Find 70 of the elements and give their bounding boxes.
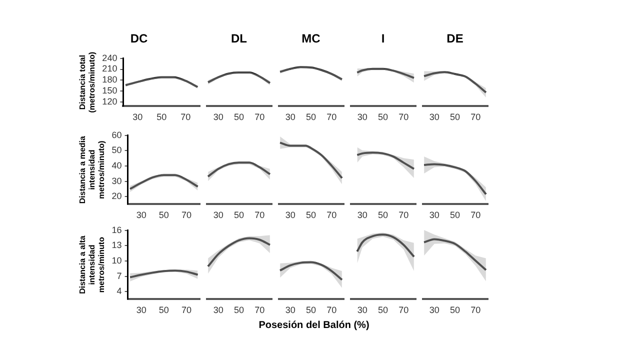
x-tick-label: 50 — [450, 210, 460, 220]
x-tick-label: 50 — [158, 305, 169, 316]
x-tick-label: 70 — [326, 210, 337, 220]
chart-title: I — [381, 32, 385, 46]
x-tick-label: 30 — [285, 305, 296, 316]
y-tick-label: 20 — [112, 191, 122, 202]
x-tick-label: 50 — [306, 305, 316, 316]
y-tick-label: 180 — [102, 74, 118, 85]
y-tick-label: 40 — [112, 160, 122, 170]
x-tick-label: 70 — [326, 305, 337, 316]
y-tick-label: 16 — [112, 224, 122, 235]
x-tick-label: 30 — [429, 112, 440, 122]
x-tick-label: 50 — [450, 112, 460, 122]
x-tick-label: 50 — [450, 305, 460, 316]
y-axis-title: Distancia total (metros/minuto) — [78, 52, 97, 113]
x-tick-label: 70 — [181, 305, 192, 316]
x-tick-label: 30 — [213, 112, 224, 122]
x-tick-label: 30 — [136, 210, 146, 220]
x-tick-label: 50 — [234, 305, 244, 316]
x-tick-label: 70 — [470, 305, 481, 316]
x-tick-label: 70 — [180, 112, 191, 122]
x-tick-label: 70 — [254, 112, 265, 122]
x-axis-title: Posesión del Balón (%) — [258, 320, 370, 331]
y-tick-label: 4 — [116, 286, 122, 296]
x-tick-label: 70 — [254, 305, 265, 316]
x-tick-label: 50 — [158, 210, 169, 220]
y-tick-label: 240 — [102, 52, 118, 63]
x-tick-label: 50 — [306, 112, 316, 122]
chart-title: DL — [231, 32, 247, 46]
x-tick-label: 50 — [378, 305, 388, 316]
y-tick-label: 10 — [112, 255, 122, 266]
x-tick-label: 30 — [213, 210, 224, 220]
x-tick-label: 50 — [378, 210, 388, 220]
x-tick-label: 70 — [326, 112, 337, 122]
y-tick-label: 50 — [112, 145, 122, 156]
x-tick-label: 30 — [357, 112, 368, 122]
x-tick-label: 30 — [285, 112, 296, 122]
x-tick-label: 30 — [132, 112, 143, 122]
y-axis-title: Distancia a alta intensidad metros/minuto — [78, 235, 106, 294]
x-tick-label: 30 — [136, 305, 146, 316]
x-tick-label: 50 — [378, 112, 388, 122]
x-tick-label: 50 — [156, 112, 167, 122]
x-tick-label: 50 — [306, 210, 316, 220]
y-axis-title: Distancia a media intensidad metros/minuto) — [78, 135, 106, 204]
x-tick-label: 70 — [398, 210, 409, 220]
x-tick-label: 70 — [398, 305, 409, 316]
x-tick-label: 30 — [429, 210, 440, 220]
y-tick-label: 7 — [116, 270, 122, 281]
y-tick-label: 150 — [102, 85, 118, 96]
y-tick-label: 13 — [112, 240, 122, 250]
x-tick-label: 70 — [470, 112, 481, 122]
x-tick-label: 70 — [470, 210, 481, 220]
chart-title: DC — [130, 32, 148, 46]
x-tick-label: 50 — [234, 210, 244, 220]
chart-title: MC — [302, 32, 321, 46]
x-tick-label: 30 — [213, 305, 224, 316]
x-tick-label: 70 — [254, 210, 265, 220]
x-tick-label: 70 — [398, 112, 409, 122]
x-tick-label: 30 — [429, 305, 440, 316]
y-tick-label: 120 — [102, 96, 118, 106]
line-series — [129, 270, 199, 278]
x-tick-label: 30 — [285, 210, 296, 220]
y-tick-label: 210 — [102, 64, 118, 74]
chart-title: DE — [446, 32, 464, 46]
y-tick-label: 60 — [112, 130, 122, 140]
x-tick-label: 30 — [357, 305, 368, 316]
y-tick-label: 30 — [112, 176, 122, 186]
x-tick-label: 30 — [357, 210, 368, 220]
x-tick-label: 70 — [181, 210, 192, 220]
x-tick-label: 50 — [234, 112, 244, 122]
